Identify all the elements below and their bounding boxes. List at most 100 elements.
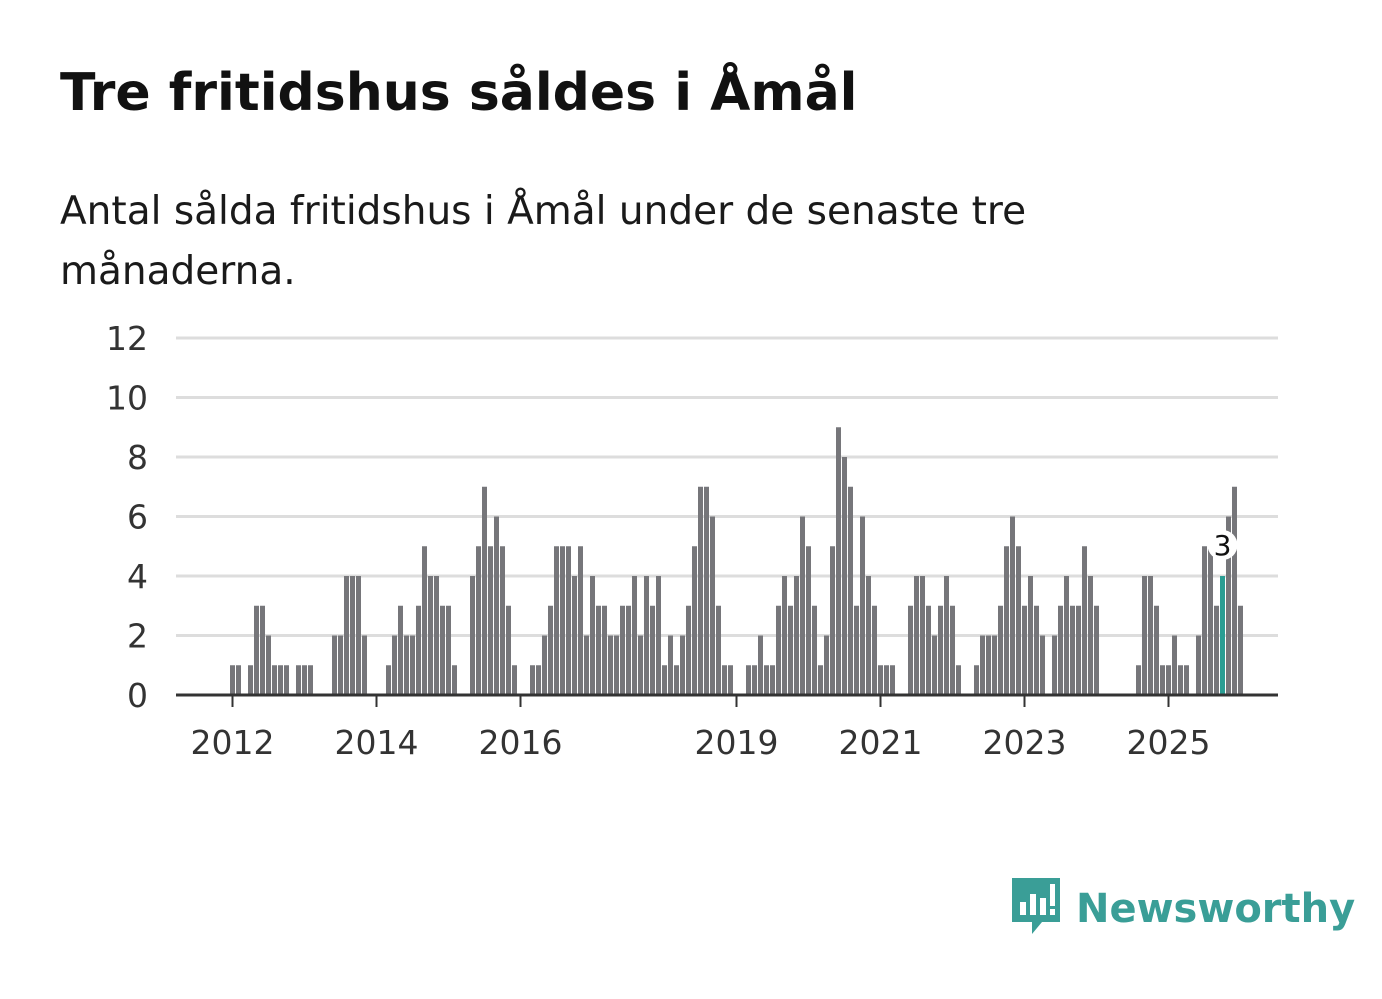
bar [1148, 576, 1153, 695]
bar [824, 635, 829, 695]
bar [704, 486, 709, 695]
highlighted-value-label: 3 [1214, 529, 1232, 562]
bar [1064, 576, 1069, 695]
x-tick-label: 2012 [191, 723, 275, 762]
bar [632, 576, 637, 695]
bar [614, 635, 619, 695]
bar [296, 665, 301, 695]
bar [854, 605, 859, 695]
bar [866, 576, 871, 695]
bar [836, 427, 841, 695]
bar [1238, 605, 1243, 695]
bar [914, 576, 919, 695]
bar [428, 576, 433, 695]
bar [560, 546, 565, 695]
bar [1028, 576, 1033, 695]
bar [332, 635, 337, 695]
bar [1088, 576, 1093, 695]
bar [506, 605, 511, 695]
bar [782, 576, 787, 695]
bar [1202, 546, 1207, 695]
bar [392, 635, 397, 695]
bar [1082, 546, 1087, 695]
bar [644, 576, 649, 695]
bar [752, 665, 757, 695]
bar [608, 635, 613, 695]
bar [1160, 665, 1165, 695]
bar [656, 576, 661, 695]
bar [590, 576, 595, 695]
bar [932, 635, 937, 695]
bar-chart-speech-bubble-icon [1010, 876, 1062, 942]
bar [1154, 605, 1159, 695]
bar [1016, 546, 1021, 695]
bar [776, 605, 781, 695]
bar [284, 665, 289, 695]
bar [674, 665, 679, 695]
bar [1166, 665, 1171, 695]
bar [944, 576, 949, 695]
bar [710, 516, 715, 695]
chart-subtitle: Antal sålda fritidshus i Åmål under de s… [60, 189, 1027, 294]
bar [410, 635, 415, 695]
bar [686, 605, 691, 695]
bar [434, 576, 439, 695]
bar [668, 635, 673, 695]
bar [818, 665, 823, 695]
bar [1178, 665, 1183, 695]
bar [860, 516, 865, 695]
bar [812, 605, 817, 695]
bar [974, 665, 979, 695]
bar [884, 665, 889, 695]
bar [500, 546, 505, 695]
bar [1034, 605, 1039, 695]
bar [638, 635, 643, 695]
bar [1172, 635, 1177, 695]
bar [386, 665, 391, 695]
bar [554, 546, 559, 695]
bar [1022, 605, 1027, 695]
bar [806, 546, 811, 695]
bar [512, 665, 517, 695]
highlighted-bar [1220, 576, 1225, 695]
x-tick-label: 2019 [695, 723, 779, 762]
bar [980, 635, 985, 695]
bar [1010, 516, 1015, 695]
bar [578, 546, 583, 695]
bar [890, 665, 895, 695]
bar [794, 576, 799, 695]
bar [1226, 516, 1231, 695]
bar [848, 486, 853, 695]
bar [788, 605, 793, 695]
bar [278, 665, 283, 695]
bar [272, 665, 277, 695]
bar [302, 665, 307, 695]
bar [542, 635, 547, 695]
bar [1214, 605, 1219, 695]
bar [650, 605, 655, 695]
bar [770, 665, 775, 695]
bar [1040, 635, 1045, 695]
bar [1136, 665, 1141, 695]
bar [416, 605, 421, 695]
bar [1052, 635, 1057, 695]
bar [698, 486, 703, 695]
bar [1232, 486, 1237, 695]
bar [230, 665, 235, 695]
bar [536, 665, 541, 695]
bar [920, 576, 925, 695]
bar [350, 576, 355, 695]
bar [872, 605, 877, 695]
bar [446, 605, 451, 695]
bar [926, 605, 931, 695]
x-tick-label: 2016 [479, 723, 563, 762]
bar [566, 546, 571, 695]
bar [662, 665, 667, 695]
x-tick-label: 2025 [1127, 723, 1211, 762]
value-label-bg [1207, 530, 1238, 560]
bar [746, 665, 751, 695]
bar [602, 605, 607, 695]
x-tick-label: 2021 [839, 723, 923, 762]
y-tick-label: 2 [127, 617, 148, 656]
bar [1070, 605, 1075, 695]
